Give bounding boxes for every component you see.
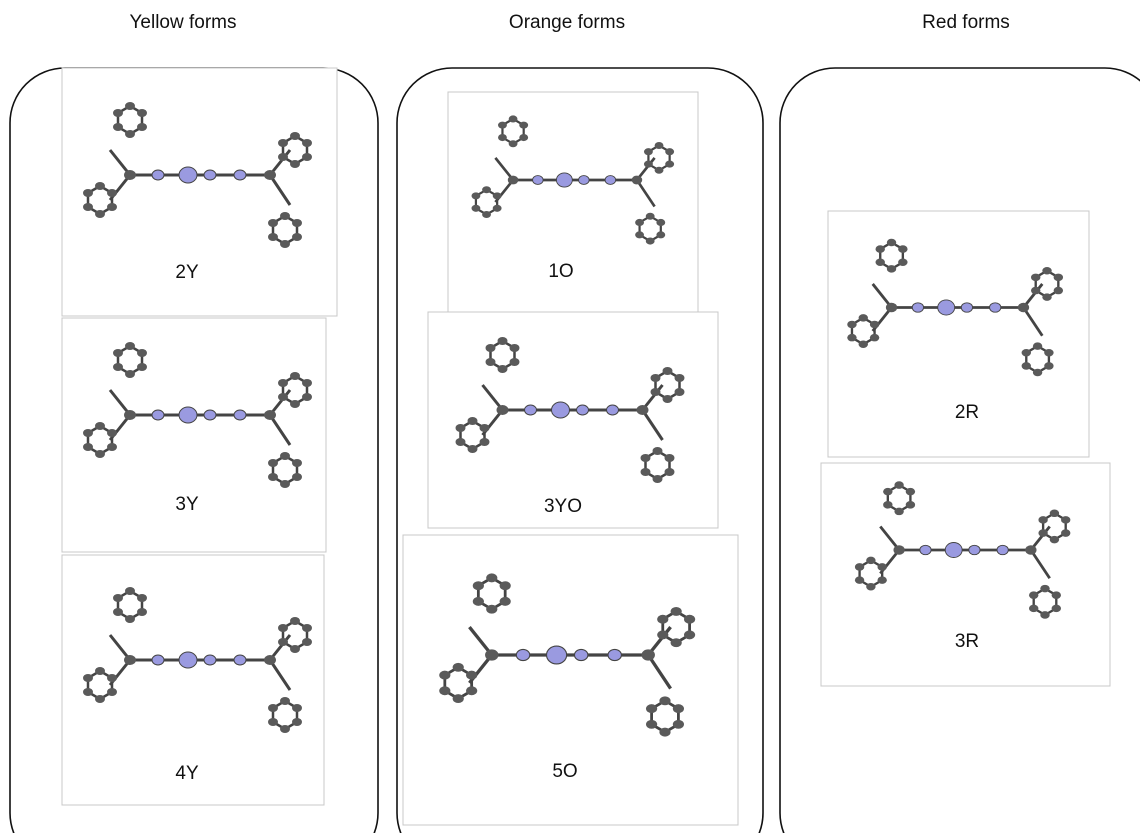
- panel-label: 3R: [955, 631, 979, 652]
- panel-label: 2R: [955, 402, 979, 423]
- panel-label: 5O: [552, 761, 577, 782]
- panel-label: 3YO: [544, 496, 582, 517]
- panel-label: 3Y: [175, 494, 199, 515]
- panel-label: 2Y: [175, 262, 199, 283]
- panel: [448, 92, 698, 320]
- column-title: Yellow forms: [129, 12, 236, 33]
- column-title: Orange forms: [509, 12, 625, 33]
- panel-label: 4Y: [175, 763, 199, 784]
- panel: [62, 318, 326, 552]
- panel: [821, 463, 1110, 686]
- column-title: Red forms: [922, 12, 1010, 33]
- panel-label: 1O: [548, 261, 573, 282]
- figure: Yellow forms Orange forms Red forms 2Y 3…: [0, 0, 1140, 833]
- panel: [62, 68, 337, 316]
